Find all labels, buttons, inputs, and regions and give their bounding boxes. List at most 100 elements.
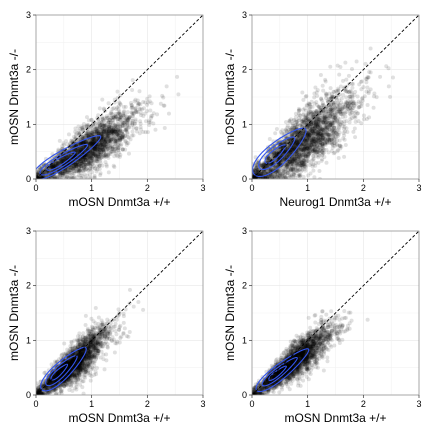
data-point [97,149,102,154]
data-point [325,115,330,120]
data-point [90,170,95,175]
data-point [127,116,132,121]
data-point [265,164,270,169]
data-point [289,148,294,152]
data-point [93,126,98,131]
data-point [298,128,303,133]
data-point [84,157,89,162]
data-point [294,125,299,130]
data-point [322,154,327,159]
data-point [277,162,282,167]
data-point [79,160,84,165]
data-point [111,106,116,111]
data-point [53,163,58,168]
data-point [281,157,286,162]
data-point [288,168,293,173]
data-point [86,154,91,159]
data-point [74,147,79,152]
data-point [286,165,291,170]
data-point [48,165,53,170]
data-point [328,95,333,100]
data-point [325,130,330,135]
data-point [335,119,340,124]
data-point [311,131,316,136]
data-point [298,146,303,151]
data-point [307,132,312,137]
plot-border [35,14,204,180]
data-point [88,141,93,146]
data-point [125,130,130,135]
data-point [309,128,314,133]
data-point [277,173,282,178]
data-point [291,172,296,177]
data-point [292,125,297,130]
data-point [133,106,138,111]
data-point [261,161,266,166]
data-point [300,152,305,157]
data-point [57,172,62,177]
data-point [287,119,292,124]
data-point [101,117,106,122]
data-point [388,94,393,99]
data-point [280,145,285,150]
data-point [331,120,336,125]
data-point [256,169,261,174]
data-point [279,172,284,177]
data-point [317,148,322,153]
data-point [311,121,316,126]
data-point [286,160,291,165]
data-point [290,159,295,164]
data-point [324,120,329,125]
data-point [256,167,261,172]
data-point [334,103,339,108]
data-point [315,132,320,137]
data-point [89,159,94,164]
data-point [115,122,120,127]
data-point [52,176,57,179]
data-point [83,155,88,160]
data-point [106,148,111,153]
data-point [331,128,336,133]
data-point [92,175,97,179]
data-point [117,111,122,116]
data-point [311,148,316,153]
data-point [95,149,100,154]
data-point [111,137,116,142]
data-point [80,154,85,159]
data-point [113,111,118,116]
data-point [308,142,313,147]
data-point [90,137,95,142]
data-point [119,142,124,147]
data-point [313,132,318,137]
data-point [359,103,364,108]
data-point [306,129,311,134]
data-point [95,159,100,164]
data-point [335,89,340,94]
data-point [87,141,92,146]
data-point [111,135,116,140]
data-point [99,142,104,147]
data-point [104,129,109,134]
data-point [287,151,292,156]
data-point [280,150,285,155]
data-point [104,129,109,134]
data-point [295,136,300,141]
data-point [298,167,303,172]
data-point [297,159,302,164]
data-point [335,107,340,112]
data-point [318,119,323,124]
data-point [347,102,352,107]
data-point [70,166,75,171]
data-point [298,148,303,153]
data-point [272,173,277,178]
data-point [80,161,85,166]
data-point [69,138,74,143]
data-point [306,117,311,122]
data-point [302,164,307,169]
data-point [288,162,293,167]
data-point [112,165,117,169]
data-point [326,109,331,114]
data-point [296,139,301,144]
data-point [59,159,64,164]
data-point [299,122,304,127]
